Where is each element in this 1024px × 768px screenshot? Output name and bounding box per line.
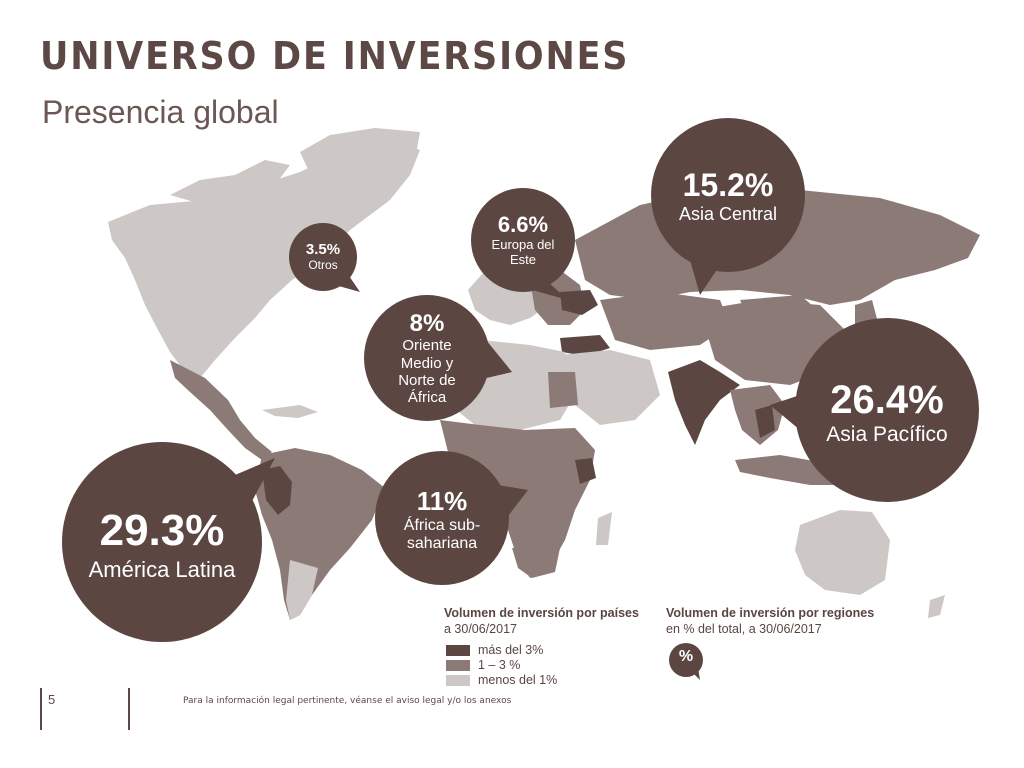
page-title: UNIVERSO DE INVERSIONES <box>40 34 630 78</box>
region-pct: 26.4% <box>830 377 944 422</box>
region-pct: 3.5% <box>305 241 341 259</box>
bubble-oriente-medio <box>364 295 512 421</box>
legal-disclaimer: Para la información legal pertinente, vé… <box>183 696 512 706</box>
southern-africa <box>512 548 560 578</box>
vietnam <box>755 405 775 438</box>
region-pct: 8% <box>409 309 445 337</box>
legend-label: menos del 1% <box>478 673 558 687</box>
legend-countries-title: Volumen de inversión por países <box>444 606 639 620</box>
bubble-asia-pacifico <box>770 318 979 502</box>
region-otros: 3.5% Otros <box>289 228 357 286</box>
legend-region-bubble-icon <box>669 643 703 680</box>
region-pct: 15.2% <box>682 167 774 204</box>
greenland <box>300 128 420 200</box>
region-label: África sub-sahariana <box>403 516 481 552</box>
legend-swatch <box>446 659 470 671</box>
bubble-america-latina <box>62 442 275 642</box>
mongolia <box>740 295 820 322</box>
legend-item-low: menos del 1% <box>446 673 557 687</box>
mexico <box>170 360 272 460</box>
egypt <box>548 372 578 408</box>
region-pct: 6.6% <box>497 212 549 238</box>
region-pct: 29.3% <box>99 506 225 556</box>
region-label: Asia Pacífico <box>826 422 948 446</box>
north-america <box>108 140 420 378</box>
legend-item-mid: 1 – 3 % <box>446 658 520 672</box>
page-number: 5 <box>48 692 56 707</box>
peru <box>262 466 292 515</box>
region-america-latina: 29.3% América Latina <box>72 498 252 590</box>
region-label: América Latina <box>88 556 236 582</box>
turkey <box>560 335 610 356</box>
legend-label: 1 – 3 % <box>478 658 521 672</box>
region-label: Otros <box>308 257 338 272</box>
page-subtitle: Presencia global <box>42 94 279 130</box>
legend-label: más del 3% <box>478 643 544 657</box>
region-label: Oriente Medio y Norte de África <box>398 337 456 407</box>
legend-region-symbol: % <box>678 648 694 665</box>
india <box>668 360 740 445</box>
madagascar <box>596 512 612 545</box>
region-oriente-medio: 8% Oriente Medio y Norte de África <box>385 300 469 416</box>
region-asia-pacifico: 26.4% Asia Pacífico <box>810 370 964 454</box>
legend-regions-sub: en % del total, a 30/06/2017 <box>666 622 822 636</box>
footer-divider-right <box>128 688 130 730</box>
australia <box>795 510 890 595</box>
bubble-africa-sub <box>375 451 528 585</box>
legend-countries-date: a 30/06/2017 <box>444 622 517 636</box>
new-zealand <box>928 595 945 618</box>
central-asia <box>600 292 730 350</box>
region-label: Europa del Este <box>491 236 555 267</box>
footer-divider-left <box>40 688 42 730</box>
ukraine <box>560 290 598 315</box>
region-asia-central: 15.2% Asia Central <box>660 158 796 234</box>
bubble-otros <box>289 223 360 292</box>
legend-swatch <box>446 644 470 656</box>
region-pct: 11% <box>416 485 468 516</box>
legend-swatch <box>446 674 470 686</box>
kenya <box>575 458 596 484</box>
southern-cone <box>286 560 318 620</box>
legend-regions-title: Volumen de inversión por regiones <box>666 606 875 620</box>
caribbean <box>262 405 318 418</box>
middle-east <box>560 350 660 425</box>
region-europa-este: 6.6% Europa del Este <box>478 202 568 278</box>
bubble-europa-este <box>471 188 575 300</box>
canada-islands <box>170 160 290 205</box>
bubble-asia-central <box>651 118 805 295</box>
region-africa-sub: 11% África sub-sahariana <box>388 480 496 560</box>
legend-item-high: más del 3% <box>446 643 543 657</box>
region-label: Asia Central <box>678 204 778 225</box>
